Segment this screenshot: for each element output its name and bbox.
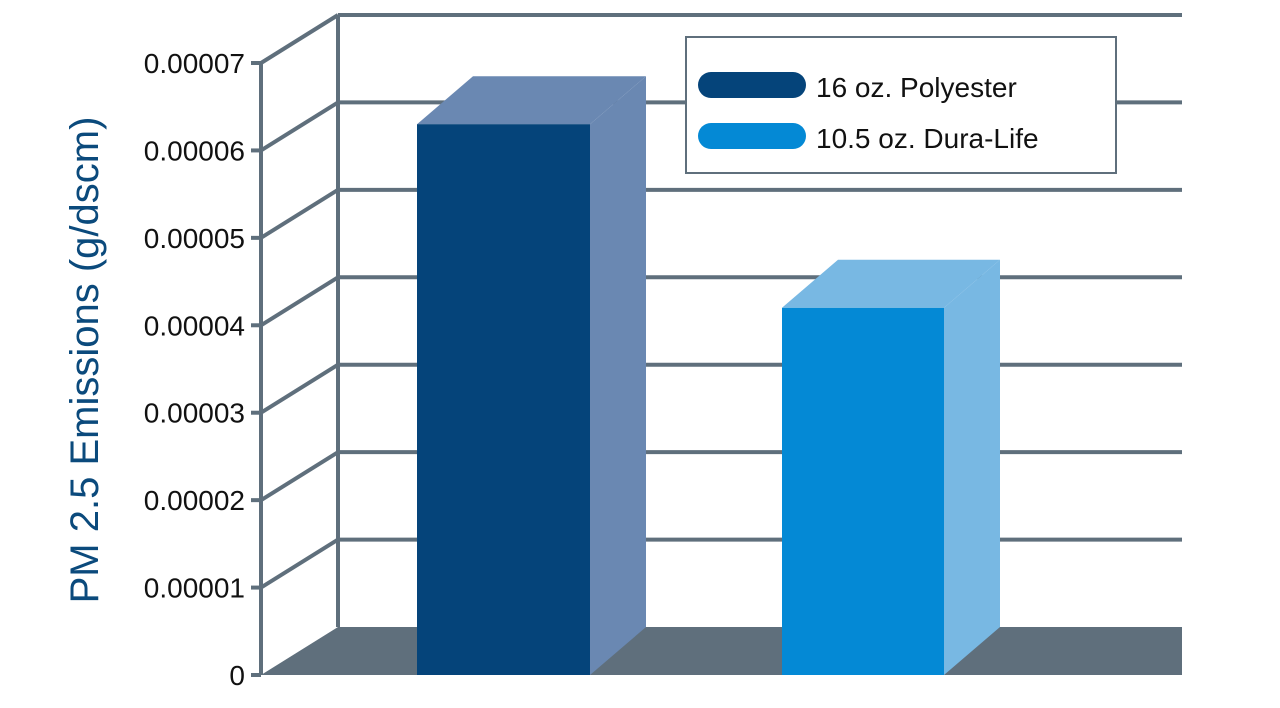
side-gridline [259,450,340,502]
legend-swatch-polyester [698,72,806,98]
side-gridline [259,13,340,65]
bar-side [944,259,1000,675]
legend-box [685,36,1117,174]
bar-front [782,307,944,675]
legend-swatch-duralife [698,123,806,149]
y-tick-label: 0.00004 [144,310,245,341]
y-tick-label: 0 [229,660,245,691]
side-gridline [259,363,340,415]
y-tick-label: 0.00007 [144,48,245,79]
y-tick-labels: 0 0.00001 0.00002 0.00003 0.00004 0.00005 0.00… [144,48,245,691]
bar-top [417,76,646,125]
bar-top [782,259,1000,308]
legend-label-polyester: 16 oz. Polyester [816,72,1017,103]
y-tick-label: 0.00001 [144,573,245,604]
y-tick-label: 0.00006 [144,135,245,166]
legend: 16 oz. Polyester 10.5 oz. Dura-Life [685,36,1117,174]
y-tick-label: 0.00003 [144,398,245,429]
legend-label-duralife: 10.5 oz. Dura-Life [816,123,1039,154]
side-gridline [259,537,340,590]
bar-side [590,76,646,675]
y-tick-label: 0.00002 [144,485,245,516]
bars [417,76,1000,675]
y-tick-label: 0.00005 [144,223,245,254]
side-gridline [259,275,340,327]
side-gridline [259,100,340,153]
y-axis-label: PM 2.5 Emissions (g/dscm) [63,117,107,604]
bar-front [417,124,590,675]
floor [261,627,1182,675]
side-gridline [259,188,340,240]
